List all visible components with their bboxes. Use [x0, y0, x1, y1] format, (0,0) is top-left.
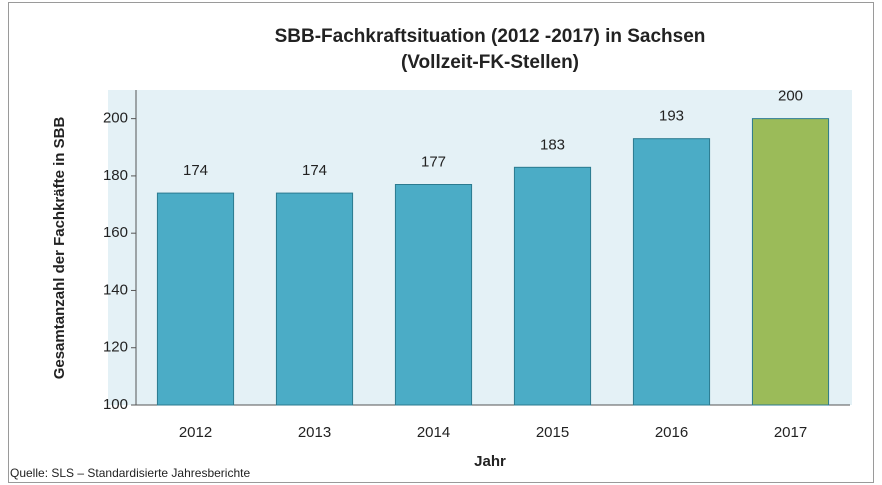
y-tick-label: 200 — [103, 110, 128, 127]
bar — [632, 138, 711, 406]
data-label: 174 — [183, 162, 208, 179]
bar — [156, 192, 235, 406]
chart-title: SBB-Fachkraftsituation (2012 -2017) in S… — [275, 26, 706, 47]
data-label: 174 — [302, 162, 327, 179]
y-axis-label: Gesamtanzahl der Fachkräfte in SBB — [51, 117, 68, 380]
x-tick-label: 2015 — [536, 424, 569, 441]
data-label: 177 — [421, 153, 446, 170]
x-axis-label: Jahr — [474, 453, 506, 470]
bar — [394, 184, 473, 406]
y-tick-label: 140 — [103, 281, 128, 298]
x-tick-label: 2016 — [655, 424, 688, 441]
y-tick-label: 120 — [103, 339, 128, 356]
x-tick-label: 2012 — [179, 424, 212, 441]
source-note: Quelle: SLS – Standardisierte Jahresberi… — [10, 466, 250, 480]
data-label: 183 — [540, 136, 565, 153]
y-tick-label: 160 — [103, 224, 128, 241]
bar — [751, 118, 830, 406]
y-tick-label: 180 — [103, 167, 128, 184]
y-tick-label: 100 — [103, 396, 128, 413]
bar — [275, 192, 354, 406]
chart-subtitle: (Vollzeit-FK-Stellen) — [401, 52, 579, 73]
data-label: 200 — [778, 88, 803, 105]
x-tick-label: 2014 — [417, 424, 450, 441]
x-tick-label: 2017 — [774, 424, 807, 441]
data-label: 193 — [659, 108, 684, 125]
bar — [513, 166, 592, 406]
x-tick-label: 2013 — [298, 424, 331, 441]
